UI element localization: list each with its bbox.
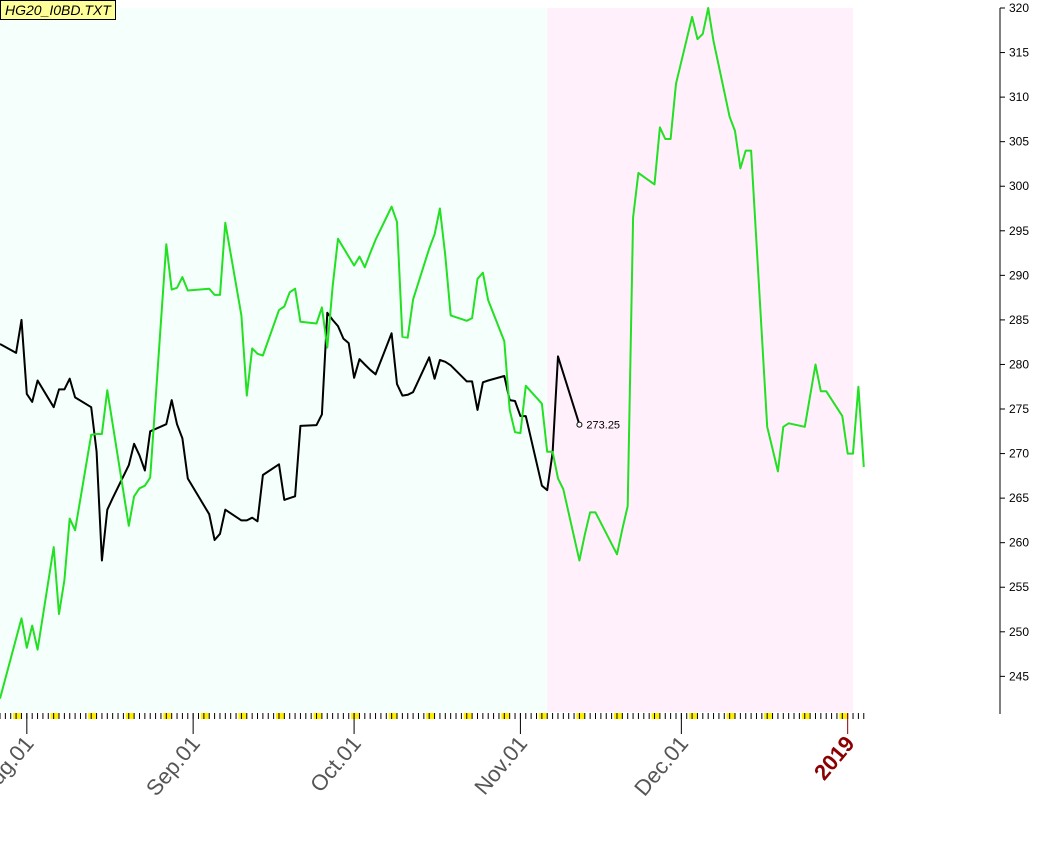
y-tick-label: 310 (1009, 90, 1029, 104)
x-tick-label: 2019 (809, 731, 860, 785)
background-regions (0, 8, 854, 712)
week-marker (801, 713, 810, 719)
week-marker (839, 713, 848, 719)
y-tick-label: 265 (1009, 491, 1029, 505)
y-tick-label: 295 (1009, 224, 1029, 238)
y-tick-label: 285 (1009, 313, 1029, 327)
background-region-1 (547, 8, 854, 712)
week-marker (689, 713, 698, 719)
week-marker (50, 713, 59, 719)
y-tick-label: 270 (1009, 447, 1029, 461)
y-tick-label: 275 (1009, 402, 1029, 416)
chart-title: HG20_I0BD.TXT (0, 0, 116, 20)
week-marker (313, 713, 322, 719)
x-tick-label: Oct.01 (305, 731, 366, 797)
series-line-0 (0, 311, 581, 562)
y-tick-label: 280 (1009, 357, 1029, 371)
series-line-1 (0, 7, 865, 699)
week-marker (163, 713, 172, 719)
y-tick-label: 320 (1009, 1, 1029, 15)
background-region-0 (0, 8, 548, 712)
x-tick-label: Nov.01 (469, 731, 532, 799)
week-marker (426, 713, 435, 719)
x-tick-label: Sep.01 (141, 731, 205, 800)
y-tick-label: 260 (1009, 536, 1029, 550)
week-marker (726, 713, 735, 719)
week-marker (88, 713, 97, 719)
last-value-label: 273.25 (586, 420, 620, 432)
y-tick-label: 300 (1009, 179, 1029, 193)
week-marker (275, 713, 284, 719)
y-tick-label: 315 (1009, 46, 1029, 60)
week-marker (388, 713, 397, 719)
y-tick-label: 305 (1009, 135, 1029, 149)
week-marker (538, 713, 547, 719)
last-value-marker (576, 421, 583, 428)
x-axis: Aug.01 Sep.01 Oct.01 Nov.01 Dec.01 2019 (0, 713, 865, 801)
week-marker (125, 713, 134, 719)
x-tick-label: Dec.01 (629, 731, 693, 800)
y-tick-label: 255 (1009, 580, 1029, 594)
week-marker (463, 713, 472, 719)
week-marker (351, 713, 360, 719)
week-marker (576, 713, 585, 719)
y-tick-label: 250 (1009, 625, 1029, 639)
week-marker (238, 713, 247, 719)
week-marker (651, 713, 660, 719)
y-tick-label: 290 (1009, 268, 1029, 282)
week-marker (200, 713, 209, 719)
y-axis: 245 250 255 260 265 270 275 280 285 290 295 300 305 3… (1000, 1, 1029, 683)
week-marker (613, 713, 622, 719)
week-marker (13, 713, 22, 719)
x-tick-label: Aug.01 (0, 731, 39, 800)
week-marker (501, 713, 510, 719)
series-lines: 273.25 (0, 7, 865, 699)
y-tick-label: 245 (1009, 669, 1029, 683)
week-marker (764, 713, 773, 719)
